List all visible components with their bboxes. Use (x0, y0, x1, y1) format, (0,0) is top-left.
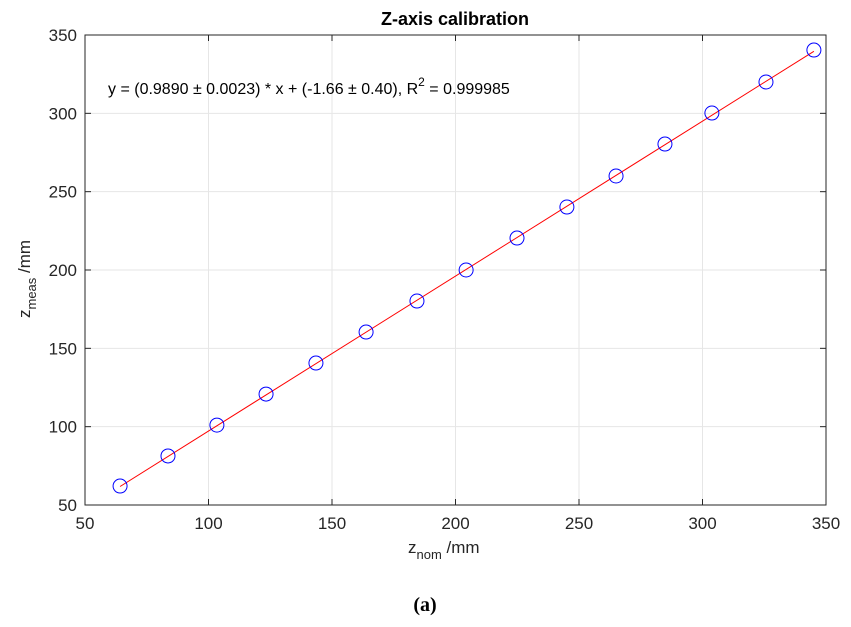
data-point (806, 42, 822, 58)
annotation-text: y = (0.9890 ± 0.0023) * x + (-1.66 ± 0.4… (108, 81, 418, 98)
data-point (112, 478, 128, 494)
y-label-sub: meas (24, 277, 39, 309)
plot-frame (84, 34, 827, 506)
y-label-main: z (15, 310, 34, 319)
x-tick-label: 350 (812, 514, 840, 533)
data-point (509, 230, 525, 246)
data-point (358, 324, 374, 340)
fit-line (119, 50, 815, 487)
data-point (458, 262, 474, 278)
y-label-unit: /mm (15, 240, 34, 278)
y-tick-label: 300 (49, 104, 77, 123)
x-tick-label: 300 (688, 514, 716, 533)
y-tick-label: 350 (49, 26, 77, 45)
data-point (209, 417, 225, 433)
x-label-main: z (408, 538, 417, 557)
y-tick-label: 50 (58, 496, 77, 515)
annotation: y = (0.9890 ± 0.0023) * x + (-1.66 ± 0.4… (108, 75, 510, 98)
data-point (608, 168, 624, 184)
data-point (409, 293, 425, 309)
x-tick-label: 100 (194, 514, 222, 533)
y-tick-label: 100 (49, 418, 77, 437)
annotation-text: = 0.999985 (425, 81, 510, 98)
data-point (559, 199, 575, 215)
x-tick-label: 200 (441, 514, 469, 533)
x-tick-label: 250 (565, 514, 593, 533)
data-point (758, 74, 774, 90)
x-axis-label: znom /mm (408, 538, 480, 562)
y-axis-label: zmeas /mm (15, 240, 39, 318)
data-point (657, 136, 673, 152)
annotation-sup: 2 (418, 75, 425, 89)
chart-title: Z-axis calibration (381, 9, 529, 29)
y-tick-label: 200 (49, 261, 77, 280)
data-point (160, 448, 176, 464)
y-tick-label: 150 (49, 339, 77, 358)
x-tick-label: 150 (318, 514, 346, 533)
data-point (258, 386, 274, 402)
y-tick-label: 250 (49, 183, 77, 202)
x-tick-label: 50 (76, 514, 95, 533)
data-point (704, 105, 720, 121)
x-label-sub: nom (417, 547, 442, 562)
x-label-unit: /mm (442, 538, 480, 557)
caption: (a) (413, 594, 436, 616)
data-point (308, 355, 324, 371)
